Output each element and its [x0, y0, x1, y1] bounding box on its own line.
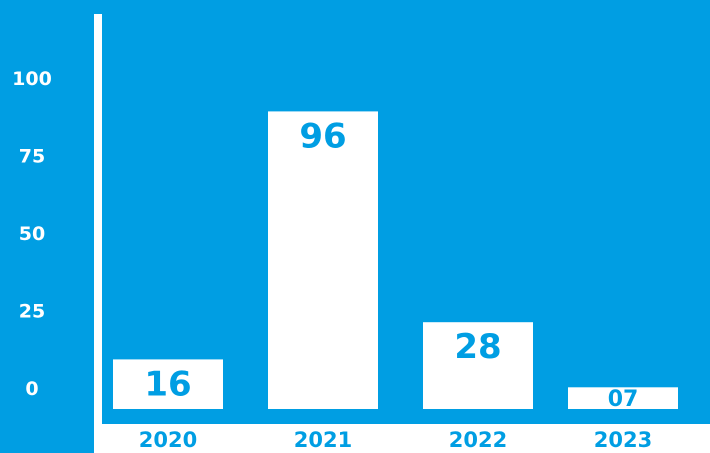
x-axis-band — [102, 424, 710, 453]
x-category-label: 2021 — [294, 428, 352, 452]
bar — [268, 111, 378, 410]
y-tick-label: 75 — [19, 146, 45, 168]
data-labels: 16 96 28 07 — [144, 116, 638, 412]
x-category-label: 2022 — [449, 428, 507, 452]
data-label: 28 — [454, 327, 501, 367]
y-tick-label: 25 — [19, 301, 45, 323]
x-category-label: 2020 — [139, 428, 197, 452]
data-label: 07 — [608, 387, 639, 412]
y-axis-line — [94, 14, 102, 453]
bars — [113, 111, 678, 410]
data-label: 96 — [299, 116, 346, 156]
bar — [423, 322, 533, 409]
x-axis-categories: 2020 2021 2022 2023 — [139, 428, 652, 452]
y-tick-label: 0 — [25, 378, 38, 400]
y-tick-label: 100 — [12, 68, 52, 90]
bar — [113, 359, 223, 409]
y-axis-ticks: 0 25 50 75 100 — [12, 68, 52, 400]
x-category-label: 2023 — [594, 428, 652, 452]
data-label: 16 — [144, 364, 191, 404]
y-tick-label: 50 — [19, 223, 45, 245]
bar — [568, 387, 678, 409]
